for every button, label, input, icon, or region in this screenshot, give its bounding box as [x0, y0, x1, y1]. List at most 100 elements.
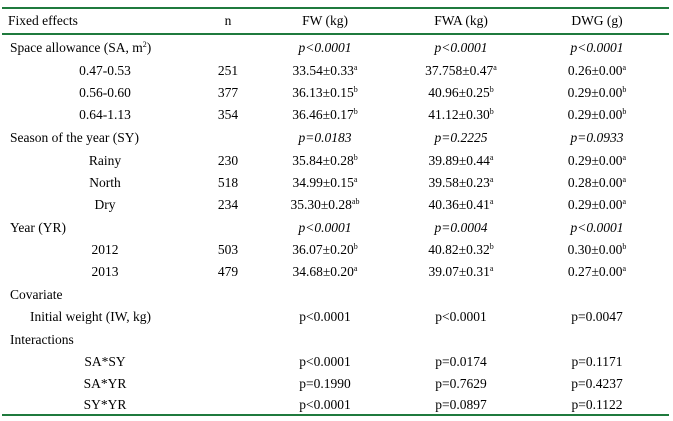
sy-row-fwa-value: 39.89±0.44: [428, 153, 490, 168]
yr-row-dwg: 0.27±0.00a: [568, 263, 626, 280]
section-label-covariate: Covariate: [10, 287, 63, 302]
covariate-row-fw: p<0.0001: [299, 309, 351, 324]
sa-row-dwg-value: 0.29±0.00: [567, 107, 623, 122]
sa-row-fwa: 37.758±0.47a: [425, 62, 497, 79]
sa-p-fwa: p<0.0001: [434, 40, 488, 55]
yr-p-fw: p<0.0001: [298, 220, 352, 235]
section-label-space-allowance-end: ): [146, 40, 152, 55]
sa-row-fwa: 41.12±0.30b: [428, 106, 493, 123]
sy-row-fwa: 39.89±0.44a: [429, 152, 494, 169]
yr-row-fwa-value: 40.82±0.32: [428, 242, 490, 257]
sa-row-n: 251: [217, 63, 239, 78]
header-dwg: DWG (g): [571, 13, 623, 28]
sa-row-fw: 36.46±0.17b: [292, 106, 357, 123]
sa-row-dwg-sup: b: [622, 85, 627, 94]
sy-row-dwg-sup: a: [622, 175, 627, 184]
sy-row-n: 234: [217, 197, 239, 212]
sy-row-fwa-sup: a: [489, 197, 494, 206]
covariate-row-dwg: p=0.0047: [571, 309, 623, 324]
sa-row-fw: 33.54±0.33a: [293, 62, 358, 79]
sy-row-dwg-value: 0.28±0.00: [567, 175, 623, 190]
yr-row-n: 479: [217, 264, 239, 279]
sy-row-level: Rainy: [88, 153, 122, 168]
yr-row-n: 503: [217, 242, 239, 257]
sa-row-dwg-sup: b: [622, 107, 627, 116]
sy-row-dwg: 0.29±0.00a: [568, 152, 626, 169]
table-top-rule: [2, 7, 669, 9]
sa-row-fwa: 40.96±0.25b: [428, 84, 493, 101]
sa-p-dwg: p<0.0001: [570, 40, 624, 55]
sa-row-fw: 36.13±0.15b: [292, 84, 357, 101]
sy-row-n: 518: [217, 175, 239, 190]
sa-row-fwa-value: 40.96±0.25: [428, 85, 490, 100]
sa-row-fw-value: 36.46±0.17: [292, 107, 354, 122]
sy-p-fw: p=0.0183: [298, 130, 352, 145]
sa-row-fw-sup: b: [353, 85, 358, 94]
sy-row-fwa-value: 39.58±0.23: [428, 175, 490, 190]
sa-row-dwg-sup: a: [622, 63, 627, 72]
sa-row-fwa-sup: b: [489, 107, 494, 116]
sy-row-fw: 35.84±0.28b: [292, 152, 357, 169]
sa-row-level: 0.64-1.13: [79, 107, 131, 122]
sy-row-fw-value: 34.99±0.15: [292, 175, 354, 190]
yr-row-fw: 34.68±0.20a: [293, 263, 358, 280]
interaction-row-dwg: p=0.1171: [571, 354, 623, 369]
yr-row-fwa: 40.82±0.32b: [428, 241, 493, 258]
sa-row-dwg: 0.29±0.00b: [568, 84, 627, 101]
sy-p-fwa: p=0.2225: [434, 130, 488, 145]
interaction-row-dwg: p=0.1122: [571, 397, 623, 412]
yr-p-dwg: p<0.0001: [570, 220, 624, 235]
table-header-rule: [2, 33, 669, 35]
header-n: n: [224, 13, 232, 28]
sa-row-level: 0.56-0.60: [79, 85, 131, 100]
yr-row-dwg-sup: b: [622, 242, 627, 251]
sy-row-fwa: 39.58±0.23a: [429, 174, 494, 191]
sa-row-dwg: 0.26±0.00a: [568, 62, 626, 79]
yr-row-dwg-value: 0.30±0.00: [567, 242, 623, 257]
yr-p-fwa: p=0.0004: [434, 220, 488, 235]
sy-row-fw-value: 35.30±0.28: [290, 197, 352, 212]
sa-row-dwg-value: 0.26±0.00: [567, 63, 623, 78]
sa-row-dwg: 0.29±0.00b: [568, 106, 627, 123]
interaction-row-fwa: p=0.7629: [435, 376, 487, 391]
sy-row-fwa-sup: a: [489, 175, 494, 184]
sy-row-fwa: 40.36±0.41a: [429, 196, 494, 213]
header-fwa: FWA (kg): [434, 13, 488, 28]
interaction-row-fw: p<0.0001: [299, 354, 351, 369]
interaction-row-level: SA*YR: [83, 376, 127, 391]
yr-row-dwg: 0.30±0.00b: [568, 241, 627, 258]
section-label-year: Year (YR): [10, 220, 66, 235]
covariate-row-fwa: p<0.0001: [435, 309, 487, 324]
header-fw: FW (kg): [302, 13, 348, 28]
sa-row-level: 0.47-0.53: [79, 63, 131, 78]
sy-row-n: 230: [217, 153, 239, 168]
sy-row-level: Dry: [94, 197, 116, 212]
yr-row-fw-value: 36.07±0.20: [292, 242, 354, 257]
sy-row-fw: 35.30±0.28ab: [291, 196, 360, 213]
sy-row-fw-sup: ab: [351, 197, 360, 206]
section-label-space-allowance: Space allowance (SA, m2): [10, 39, 151, 56]
interaction-row-level: SY*YR: [83, 397, 127, 412]
yr-row-level: 2012: [91, 242, 119, 257]
sa-row-fwa-value: 41.12±0.30: [428, 107, 490, 122]
sy-p-dwg: p=0.0933: [570, 130, 624, 145]
yr-row-fw-value: 34.68±0.20: [292, 264, 354, 279]
header-fixed-effects: Fixed effects: [8, 13, 78, 28]
sa-row-fw-sup: a: [353, 63, 358, 72]
interaction-row-fw: p<0.0001: [299, 397, 351, 412]
interaction-row-dwg: p=0.4237: [571, 376, 623, 391]
yr-row-level: 2013: [91, 264, 119, 279]
yr-row-fwa-value: 39.07±0.31: [428, 264, 490, 279]
interaction-row-fwa: p=0.0174: [435, 354, 487, 369]
yr-row-fw-sup: b: [353, 242, 358, 251]
sa-row-dwg-value: 0.29±0.00: [567, 85, 623, 100]
yr-row-fwa-sup: a: [489, 264, 494, 273]
yr-row-fw: 36.07±0.20b: [292, 241, 357, 258]
sy-row-fw: 34.99±0.15a: [293, 174, 358, 191]
yr-row-fwa-sup: b: [489, 242, 494, 251]
yr-row-fwa: 39.07±0.31a: [429, 263, 494, 280]
yr-row-dwg-sup: a: [622, 264, 627, 273]
sy-row-fwa-value: 40.36±0.41: [428, 197, 490, 212]
interaction-row-fwa: p=0.0897: [435, 397, 487, 412]
sa-row-fwa-sup: b: [489, 85, 494, 94]
